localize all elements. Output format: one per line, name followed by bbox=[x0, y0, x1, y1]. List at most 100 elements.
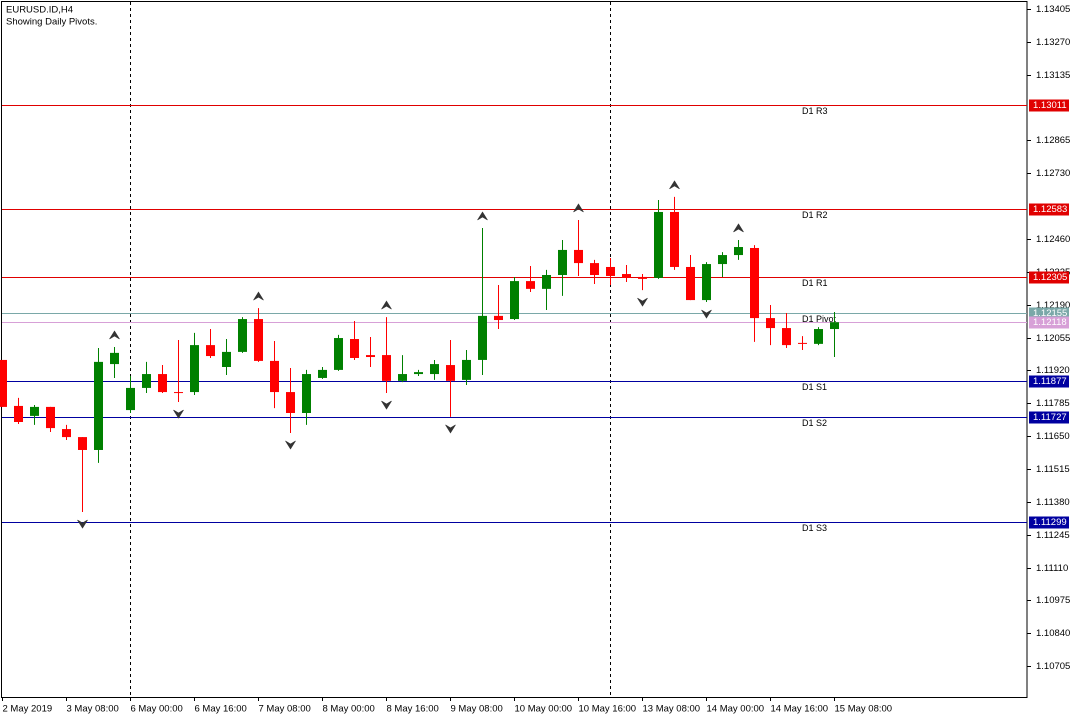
y-tick-label: 1.12190 bbox=[1036, 300, 1070, 311]
y-tick-label: 1.10975 bbox=[1036, 595, 1070, 606]
candle-body bbox=[414, 372, 423, 375]
candle-body bbox=[254, 319, 263, 361]
price-label-box bbox=[1029, 99, 1069, 112]
y-tick-label: 1.11380 bbox=[1036, 497, 1070, 508]
candle-body bbox=[462, 359, 471, 380]
fractal-up bbox=[109, 330, 120, 340]
x-tick-label: 6 May 00:00 bbox=[131, 704, 183, 715]
candle-body bbox=[734, 247, 743, 256]
pivot-name: D1 R3 bbox=[802, 106, 828, 116]
price-label: 1.12155 bbox=[1033, 308, 1067, 319]
fractal-up bbox=[381, 300, 392, 310]
candle-body bbox=[830, 322, 839, 330]
candle-body bbox=[206, 345, 215, 357]
candle-body bbox=[494, 315, 503, 321]
y-tick-label: 1.13405 bbox=[1036, 4, 1070, 15]
plot-layer: 1.13405 1.13270 1.13135 1.12865 1.12730 1.124… bbox=[0, 4, 1070, 715]
x-tick-label: 6 May 16:00 bbox=[195, 704, 247, 715]
x-tick-label: 14 May 00:00 bbox=[707, 704, 765, 715]
x-tick-label: 9 May 08:00 bbox=[451, 704, 503, 715]
candle-body bbox=[286, 392, 295, 413]
candle-body bbox=[718, 255, 727, 265]
pivot-name: D1 S2 bbox=[802, 418, 827, 428]
candle-body bbox=[814, 329, 823, 344]
chart-subtitle: Showing Daily Pivots. bbox=[6, 17, 97, 28]
y-tick-label: 1.10840 bbox=[1036, 628, 1070, 639]
fractal-up bbox=[477, 211, 488, 221]
x-tick-label: 8 May 00:00 bbox=[323, 704, 375, 715]
candle-body bbox=[574, 249, 583, 264]
candle-body bbox=[766, 318, 775, 329]
candle-body bbox=[350, 339, 359, 358]
candle-body bbox=[622, 274, 631, 278]
x-tick-label: 2 May 2019 bbox=[3, 704, 53, 715]
price-label: 1.11299 bbox=[1033, 517, 1067, 528]
price-label-box bbox=[1029, 516, 1069, 529]
pivot-name: D1 R1 bbox=[802, 278, 828, 288]
y-tick-label: 1.11515 bbox=[1036, 464, 1070, 475]
candle-body bbox=[62, 429, 71, 438]
y-tick-label: 1.12865 bbox=[1036, 135, 1070, 146]
price-label-box bbox=[1029, 411, 1069, 424]
price-label-box bbox=[1029, 203, 1069, 216]
candle-body bbox=[430, 364, 439, 375]
candle-body bbox=[702, 264, 711, 301]
candle-body bbox=[686, 266, 695, 301]
candle-body bbox=[142, 374, 151, 388]
candle-body bbox=[590, 263, 599, 276]
candle-body bbox=[174, 392, 183, 394]
x-tick-label: 8 May 16:00 bbox=[387, 704, 439, 715]
candle-body bbox=[94, 361, 103, 450]
candle-body bbox=[270, 360, 279, 393]
pivot-name: D1 R2 bbox=[802, 210, 828, 220]
fractal-down bbox=[445, 424, 456, 434]
bid-label-box bbox=[1029, 316, 1069, 329]
y-tick-label: 1.12730 bbox=[1036, 168, 1070, 179]
fractal-down bbox=[381, 400, 392, 410]
x-tick-label: 10 May 00:00 bbox=[515, 704, 573, 715]
chart-title: EURUSD.ID,H4 bbox=[6, 5, 73, 16]
candle-body bbox=[478, 315, 487, 360]
fractal-up bbox=[253, 291, 264, 301]
candle-body bbox=[0, 359, 7, 407]
candle-body bbox=[606, 266, 615, 276]
candle-body bbox=[510, 281, 519, 320]
price-label: 1.11877 bbox=[1033, 376, 1067, 387]
candle-body bbox=[526, 281, 535, 289]
pivot-name: D1 S1 bbox=[802, 382, 827, 392]
candle-body bbox=[558, 249, 567, 276]
y-tick-label: 1.13270 bbox=[1036, 37, 1070, 48]
candle-body bbox=[446, 365, 455, 381]
candle-body bbox=[654, 211, 663, 278]
y-tick-label: 1.11650 bbox=[1036, 431, 1070, 442]
candle-body bbox=[14, 405, 23, 422]
y-tick-label: 1.11245 bbox=[1036, 530, 1070, 541]
candle-body bbox=[238, 319, 247, 352]
candle-body bbox=[398, 374, 407, 381]
fractal-up bbox=[733, 223, 744, 233]
fractal-down bbox=[173, 409, 184, 419]
x-tick-label: 13 May 08:00 bbox=[643, 704, 701, 715]
fractal-down bbox=[637, 297, 648, 307]
candle-body bbox=[638, 276, 647, 279]
fractal-up bbox=[669, 180, 680, 190]
candle-body bbox=[798, 342, 807, 344]
price-label: 1.13011 bbox=[1033, 100, 1067, 111]
candle-body bbox=[30, 406, 39, 416]
candle-body bbox=[78, 437, 87, 450]
candle-body bbox=[366, 355, 375, 358]
candle-body bbox=[190, 345, 199, 393]
candle-body bbox=[158, 374, 167, 393]
candle-body bbox=[126, 387, 135, 411]
fractal-down bbox=[77, 519, 88, 529]
fractal-up bbox=[573, 203, 584, 213]
y-tick-label: 1.10705 bbox=[1036, 661, 1070, 672]
y-tick-label: 1.13135 bbox=[1036, 70, 1070, 81]
price-label: 1.12583 bbox=[1033, 204, 1067, 215]
candle-body bbox=[46, 406, 55, 429]
x-tick-label: 10 May 16:00 bbox=[579, 704, 637, 715]
candle-body bbox=[670, 211, 679, 267]
price-label: 1.12305 bbox=[1033, 272, 1067, 283]
